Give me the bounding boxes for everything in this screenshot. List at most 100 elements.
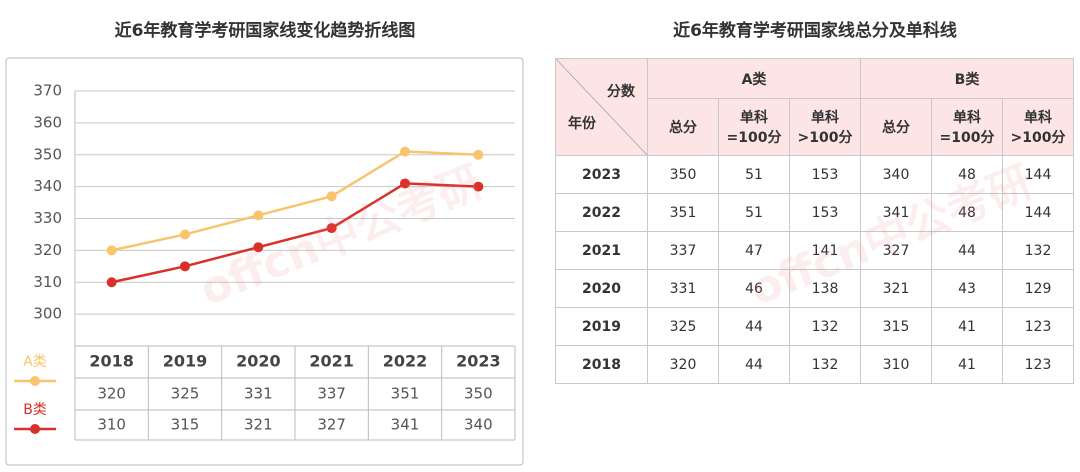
y-tick-label: 370: [33, 82, 62, 100]
corner-cell: 分数 年份: [555, 58, 648, 156]
table-value: 327: [317, 416, 346, 434]
point: [326, 223, 337, 234]
table-value: 337: [317, 385, 346, 403]
x-tick-label: 2022: [383, 352, 428, 371]
table-value: 315: [171, 416, 200, 434]
table-cell: 337: [647, 231, 719, 270]
table-value: 331: [244, 385, 273, 403]
point: [473, 181, 484, 192]
table-value: 320: [97, 385, 126, 403]
table-cell: 340: [860, 155, 932, 194]
table-cell: 327: [860, 231, 932, 270]
table-value: 351: [391, 385, 420, 403]
table-cell: 315: [860, 307, 932, 346]
table-row: 2022 351 51 153 341 48 144: [555, 193, 1074, 232]
table-cell: 132: [1002, 231, 1074, 270]
table-cell: 47: [718, 231, 790, 270]
table-cell: 单科 >100分: [1002, 98, 1074, 156]
table-cell: 单科 >100分: [789, 98, 861, 156]
table-cell: 2020: [555, 269, 648, 308]
table-cell: 123: [1002, 307, 1074, 346]
table-row: 2019 325 44 132 315 41 123: [555, 307, 1074, 346]
table-title: 近6年教育学考研国家线总分及单科线: [673, 21, 957, 41]
point: [106, 277, 117, 288]
table-cell: 2018: [555, 345, 648, 384]
table-row: 总分 单科 =100分 单科 >100分 总分 单科 =100分 单科 >100分: [556, 98, 1074, 156]
table-value: 350: [464, 385, 493, 403]
table-cell: B类: [860, 58, 1074, 99]
table-cell: 351: [647, 193, 719, 232]
table-cell: 144: [1002, 155, 1074, 194]
x-tick-label: 2020: [236, 352, 281, 371]
series-line: [111, 182, 479, 284]
legend-label: A类: [23, 354, 47, 370]
table-cell: 单科 =100分: [931, 98, 1003, 156]
table-cell: 341: [860, 193, 932, 232]
y-tick-label: 300: [33, 305, 62, 323]
y-tick-label: 330: [33, 209, 62, 227]
point: [400, 146, 410, 157]
chart-frame: [5, 57, 524, 466]
table-cell: 51: [718, 193, 790, 232]
table-row: 分数 年份 A类 B类: [555, 58, 1074, 156]
table-row: 2021 337 47 141 327 44 132: [555, 231, 1074, 270]
y-tick-label: 310: [33, 273, 62, 291]
table-cell: 138: [789, 269, 861, 308]
table-value: 321: [244, 416, 273, 434]
table-cell: 44: [931, 231, 1003, 270]
table-cell: 2023: [555, 155, 648, 194]
table-cell: 144: [1002, 193, 1074, 232]
table-cell: 2021: [555, 231, 648, 270]
chart-title: 近6年教育学考研国家线变化趋势折线图: [114, 21, 416, 41]
table-cell: 2022: [555, 193, 648, 232]
table-cell: 44: [718, 345, 790, 384]
table-cell: 141: [789, 231, 861, 270]
x-tick-label: 2023: [456, 352, 501, 371]
table-cell: 153: [789, 155, 861, 194]
table-cell: 48: [931, 193, 1003, 232]
table-value: 310: [97, 416, 126, 434]
table-cell: 320: [647, 345, 719, 384]
table-cell: 123: [1002, 345, 1074, 384]
legend-label: B类: [23, 402, 47, 418]
table-cell: 总分: [860, 98, 932, 156]
y-tick-label: 360: [33, 113, 62, 131]
table-cell: 48: [931, 155, 1003, 194]
table-cell: 2019: [555, 307, 648, 346]
legend-dot: [30, 376, 40, 386]
point: [400, 178, 410, 189]
series-line: [111, 150, 479, 252]
point: [180, 229, 190, 240]
table-cell: A类: [647, 58, 861, 99]
table-row: 2020 331 46 138 321 43 129: [555, 269, 1074, 308]
y-tick-label: 320: [33, 241, 62, 259]
point: [253, 210, 264, 221]
table-value: 341: [391, 416, 420, 434]
table-cell: 单科 =100分: [718, 98, 790, 156]
table-cell: 51: [718, 155, 790, 194]
table-cell: 331: [647, 269, 719, 308]
x-tick-label: 2018: [89, 352, 134, 371]
point: [180, 261, 190, 272]
point: [473, 149, 484, 160]
table-cell: 321: [860, 269, 932, 308]
point: [326, 191, 337, 202]
table-cell: 129: [1002, 269, 1074, 308]
table-cell: 41: [931, 307, 1003, 346]
table-cell: 310: [860, 345, 932, 384]
point: [253, 242, 264, 253]
score-table: 分数 年份 A类 B类 总分 单科 =100分 单科 >100分 总分 单科 =100分 单科 >…: [555, 58, 1074, 384]
table-value: 325: [171, 385, 200, 403]
legend-dot: [30, 424, 40, 434]
table-row: 2018 320 44 132 310 41 123: [555, 345, 1074, 384]
x-tick-label: 2021: [309, 352, 354, 371]
table-cell: 153: [789, 193, 861, 232]
x-tick-label: 2019: [163, 352, 208, 371]
corner-label: 分数: [607, 84, 635, 100]
corner-label: 年份: [568, 116, 596, 132]
table-cell: 132: [789, 307, 861, 346]
table-value: 340: [464, 416, 493, 434]
table-cell: 46: [718, 269, 790, 308]
